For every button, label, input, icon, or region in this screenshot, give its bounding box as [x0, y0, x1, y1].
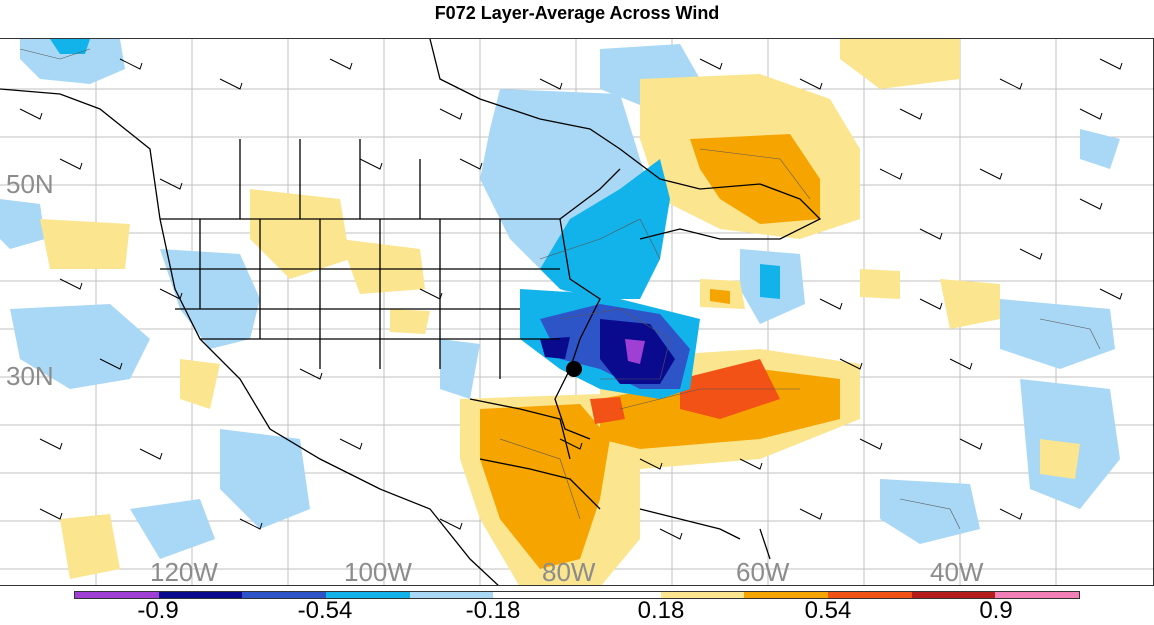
lon-label-100w: 100W	[344, 557, 412, 586]
weak-negative-shading	[0, 39, 1120, 559]
colorbar-swatch	[326, 592, 410, 598]
lon-label-60w: 60W	[736, 557, 790, 586]
colorbar-swatch	[828, 592, 912, 598]
colorbar-swatch	[995, 592, 1080, 598]
extreme-negative-shading	[625, 339, 645, 364]
lon-label-120w: 120W	[150, 557, 218, 586]
coastlines	[0, 39, 822, 585]
colorbar-swatch	[158, 592, 243, 598]
colorbar-tick-label: 0.54	[804, 597, 852, 624]
colorbar-tick-label: 0.18	[637, 597, 685, 624]
lat-label-30n: 30N	[6, 361, 54, 391]
wind-barbs	[19, 58, 1123, 540]
colorbar-swatch	[660, 592, 745, 598]
colorbar-tick-label: -0.54	[297, 597, 353, 624]
storm-center-dot	[566, 361, 582, 377]
colorbar-swatch	[577, 592, 661, 598]
colorbar-tick-label: 0.9	[979, 597, 1013, 624]
colorbar-swatch	[744, 592, 829, 598]
contour-lines	[19, 48, 1101, 530]
colorbar-swatch	[75, 592, 159, 598]
lon-label-40w: 40W	[930, 557, 984, 586]
map-title: F072 Layer-Average Across Wind	[434, 3, 720, 23]
colorbar-swatch	[493, 592, 578, 598]
colorbar-swatch	[242, 592, 327, 598]
lat-label-50n: 50N	[6, 169, 54, 199]
colorbar-tick-label: -0.9	[137, 597, 179, 624]
map-canvas	[0, 39, 1153, 585]
colorbar	[74, 591, 1080, 599]
map-panel: 50N 30N 120W 100W 80W 60W 40W	[0, 38, 1154, 586]
colorbar-swatch	[409, 592, 494, 598]
colorbar-swatch	[911, 592, 996, 598]
colorbar-tick-label: -0.18	[465, 597, 521, 624]
lon-label-80w: 80W	[542, 557, 596, 586]
